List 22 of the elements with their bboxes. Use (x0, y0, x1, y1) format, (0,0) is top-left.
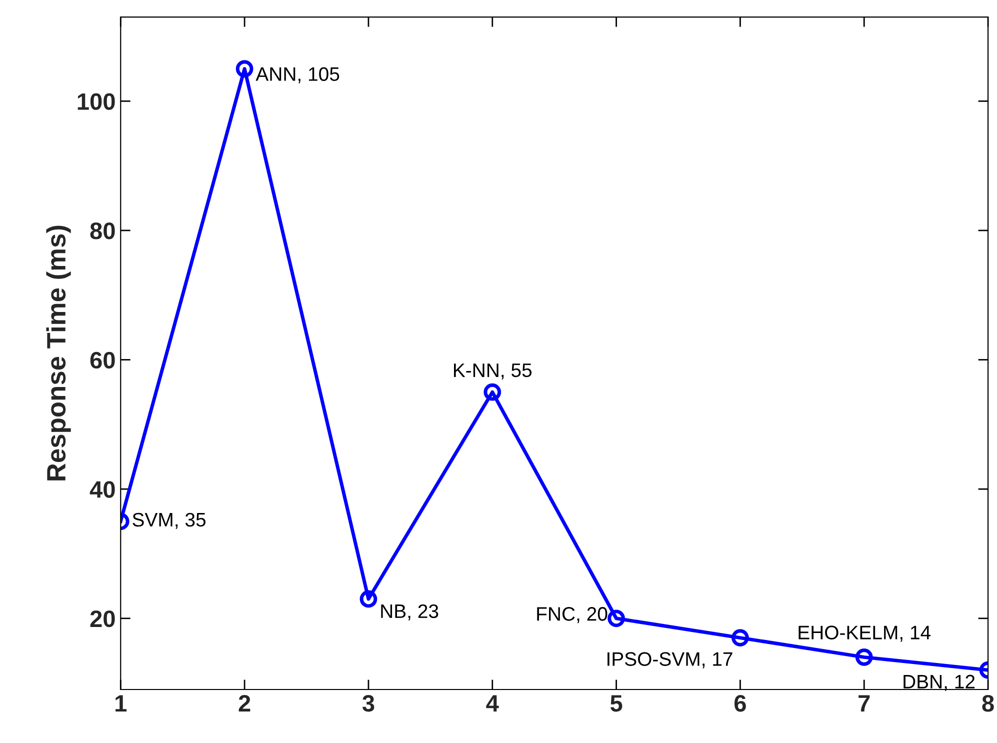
x-tick-label: 2 (238, 694, 250, 712)
annotation: DBN, 12 (904, 674, 975, 691)
y-tick-label: 100 (78, 93, 115, 110)
annotation: NB, 23 (381, 604, 438, 620)
annotation: EHO-KELM, 14 (798, 626, 931, 642)
y-tick-label: 80 (90, 222, 115, 240)
x-tick-label: 7 (858, 695, 870, 712)
x-tick-label: 6 (734, 694, 746, 712)
annotation: ANN, 105 (256, 67, 340, 84)
x-tick-label: 4 (486, 695, 499, 712)
annotation: IPSO-SVM, 17 (608, 652, 732, 668)
annotation: FNC, 20 (537, 607, 608, 624)
y-tick-label: 60 (90, 352, 115, 369)
annotation: SVM, 35 (132, 512, 206, 529)
y-tick-label: 40 (90, 481, 115, 498)
x-tick-label: 3 (362, 694, 374, 712)
y-axis-title: Response Time (ms) (46, 226, 71, 480)
annotation: K-NN, 55 (454, 364, 532, 380)
y-tick-label: 20 (90, 610, 115, 628)
x-tick-label: 1 (116, 695, 127, 712)
x-tick-label: 5 (610, 695, 622, 712)
x-tick-label: 8 (982, 694, 994, 712)
